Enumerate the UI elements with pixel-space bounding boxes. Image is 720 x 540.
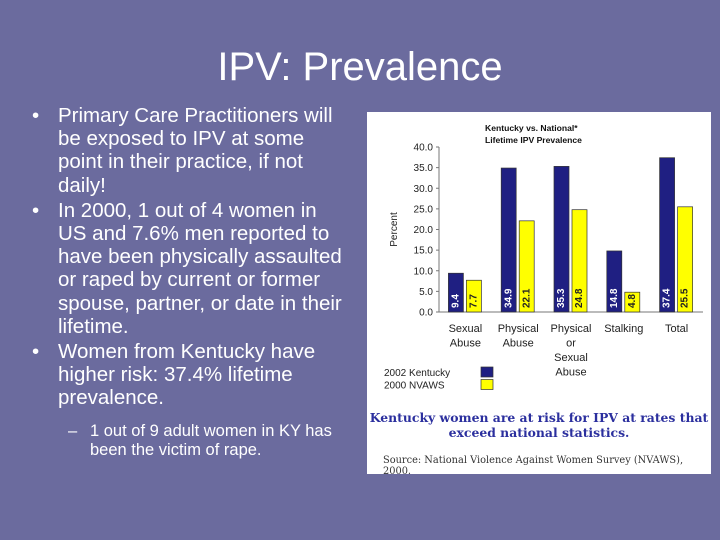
- slide-title: IPV: Prevalence: [217, 45, 503, 89]
- bullet-1-text: Primary Care Practitioners will be expos…: [58, 104, 333, 197]
- bar-value-label: 34.9: [503, 288, 514, 308]
- x-category-label: Stalking: [604, 323, 643, 335]
- bar-chart: Kentucky vs. National* Lifetime IPV Preva…: [384, 123, 703, 392]
- bullet-list: • Primary Care Practitioners will be expo…: [30, 104, 350, 460]
- chart-title-line-1: Kentucky vs. National*: [485, 123, 578, 133]
- x-category-label: Sexual: [449, 323, 483, 335]
- y-tick-label: 10.0: [414, 266, 434, 277]
- bar-value-label: 35.3: [556, 288, 567, 308]
- legend-label: 2000 NVAWS: [384, 381, 445, 392]
- bullet-3: • Women from Kentucky have higher risk: 3…: [30, 340, 350, 410]
- bar-1-2: [571, 209, 588, 313]
- legend-swatch: [480, 379, 494, 390]
- chart-title-line-2: Lifetime IPV Prevalence: [485, 135, 582, 145]
- sub-bullet-1-text: 1 out of 9 adult women in KY has been th…: [90, 421, 332, 459]
- y-tick-label: 30.0: [414, 184, 434, 195]
- bullet-dot: •: [32, 104, 40, 127]
- bar-1-4: [677, 206, 693, 313]
- bar-1-3: [624, 291, 641, 313]
- x-category-label: Sexual: [554, 352, 588, 364]
- bullet-dot: •: [32, 198, 40, 222]
- x-category-label: Abuse: [450, 338, 481, 350]
- y-tick-label: 35.0: [414, 163, 434, 174]
- bar-value-label: 22.1: [521, 288, 532, 308]
- bar-value-label: 9.4: [451, 294, 462, 308]
- bar-0-2: [553, 166, 570, 313]
- bar-0-1: [500, 167, 517, 313]
- bullet-dot: •: [32, 340, 40, 364]
- legend-swatch: [480, 366, 494, 378]
- bar-0-4: [659, 157, 675, 313]
- x-category-label: Abuse: [555, 367, 586, 379]
- bar-1-1: [518, 220, 535, 313]
- y-tick-label: 5.0: [419, 287, 433, 298]
- bullet-2-text: In 2000, 1 out of 4 women in US and 7.6%…: [58, 198, 342, 338]
- bar-value-label: 37.4: [662, 288, 673, 308]
- bar-value-label: 7.7: [469, 294, 480, 308]
- y-axis-label: Percent: [389, 212, 400, 247]
- bar-0-0: [448, 272, 464, 313]
- x-category-label: or: [566, 338, 576, 350]
- y-tick-label: 40.0: [414, 143, 434, 154]
- x-category-label: Total: [665, 323, 688, 335]
- y-tick-label: 25.0: [414, 204, 434, 215]
- bar-value-label: 14.8: [609, 288, 620, 308]
- y-tick-label: 20.0: [414, 225, 434, 236]
- chart-caption: Kentucky women are at risk for IPV at ra…: [369, 410, 709, 440]
- bar-1-0: [466, 279, 482, 313]
- y-tick-label: 15.0: [414, 246, 434, 257]
- sub-bullet-dash: –: [68, 421, 78, 440]
- legend-label: 2002 Kentucky: [384, 368, 450, 379]
- chart-source: Source: National Violence Against Women …: [383, 455, 684, 477]
- x-category-label: Physical: [498, 323, 539, 335]
- x-category-label: Abuse: [503, 338, 534, 350]
- bar-value-label: 24.8: [574, 288, 585, 308]
- bullet-3-text: Women from Kentucky have higher risk: 37…: [58, 340, 316, 410]
- y-tick-label: 0.0: [419, 308, 433, 319]
- x-category-label: Physical: [551, 323, 592, 335]
- bar-value-label: 25.5: [680, 288, 691, 308]
- sub-bullet-1: –1 out of 9 adult women in KY has been t…: [30, 422, 350, 460]
- bullet-2: • In 2000, 1 out of 4 women in US and 7.6…: [30, 199, 350, 338]
- bar-value-label: 4.8: [627, 294, 638, 308]
- bar-0-3: [606, 250, 623, 313]
- bullet-1: • Primary Care Practitioners will be expo…: [30, 104, 350, 197]
- chart-card: Kentucky vs. National* Lifetime IPV Preva…: [367, 112, 711, 477]
